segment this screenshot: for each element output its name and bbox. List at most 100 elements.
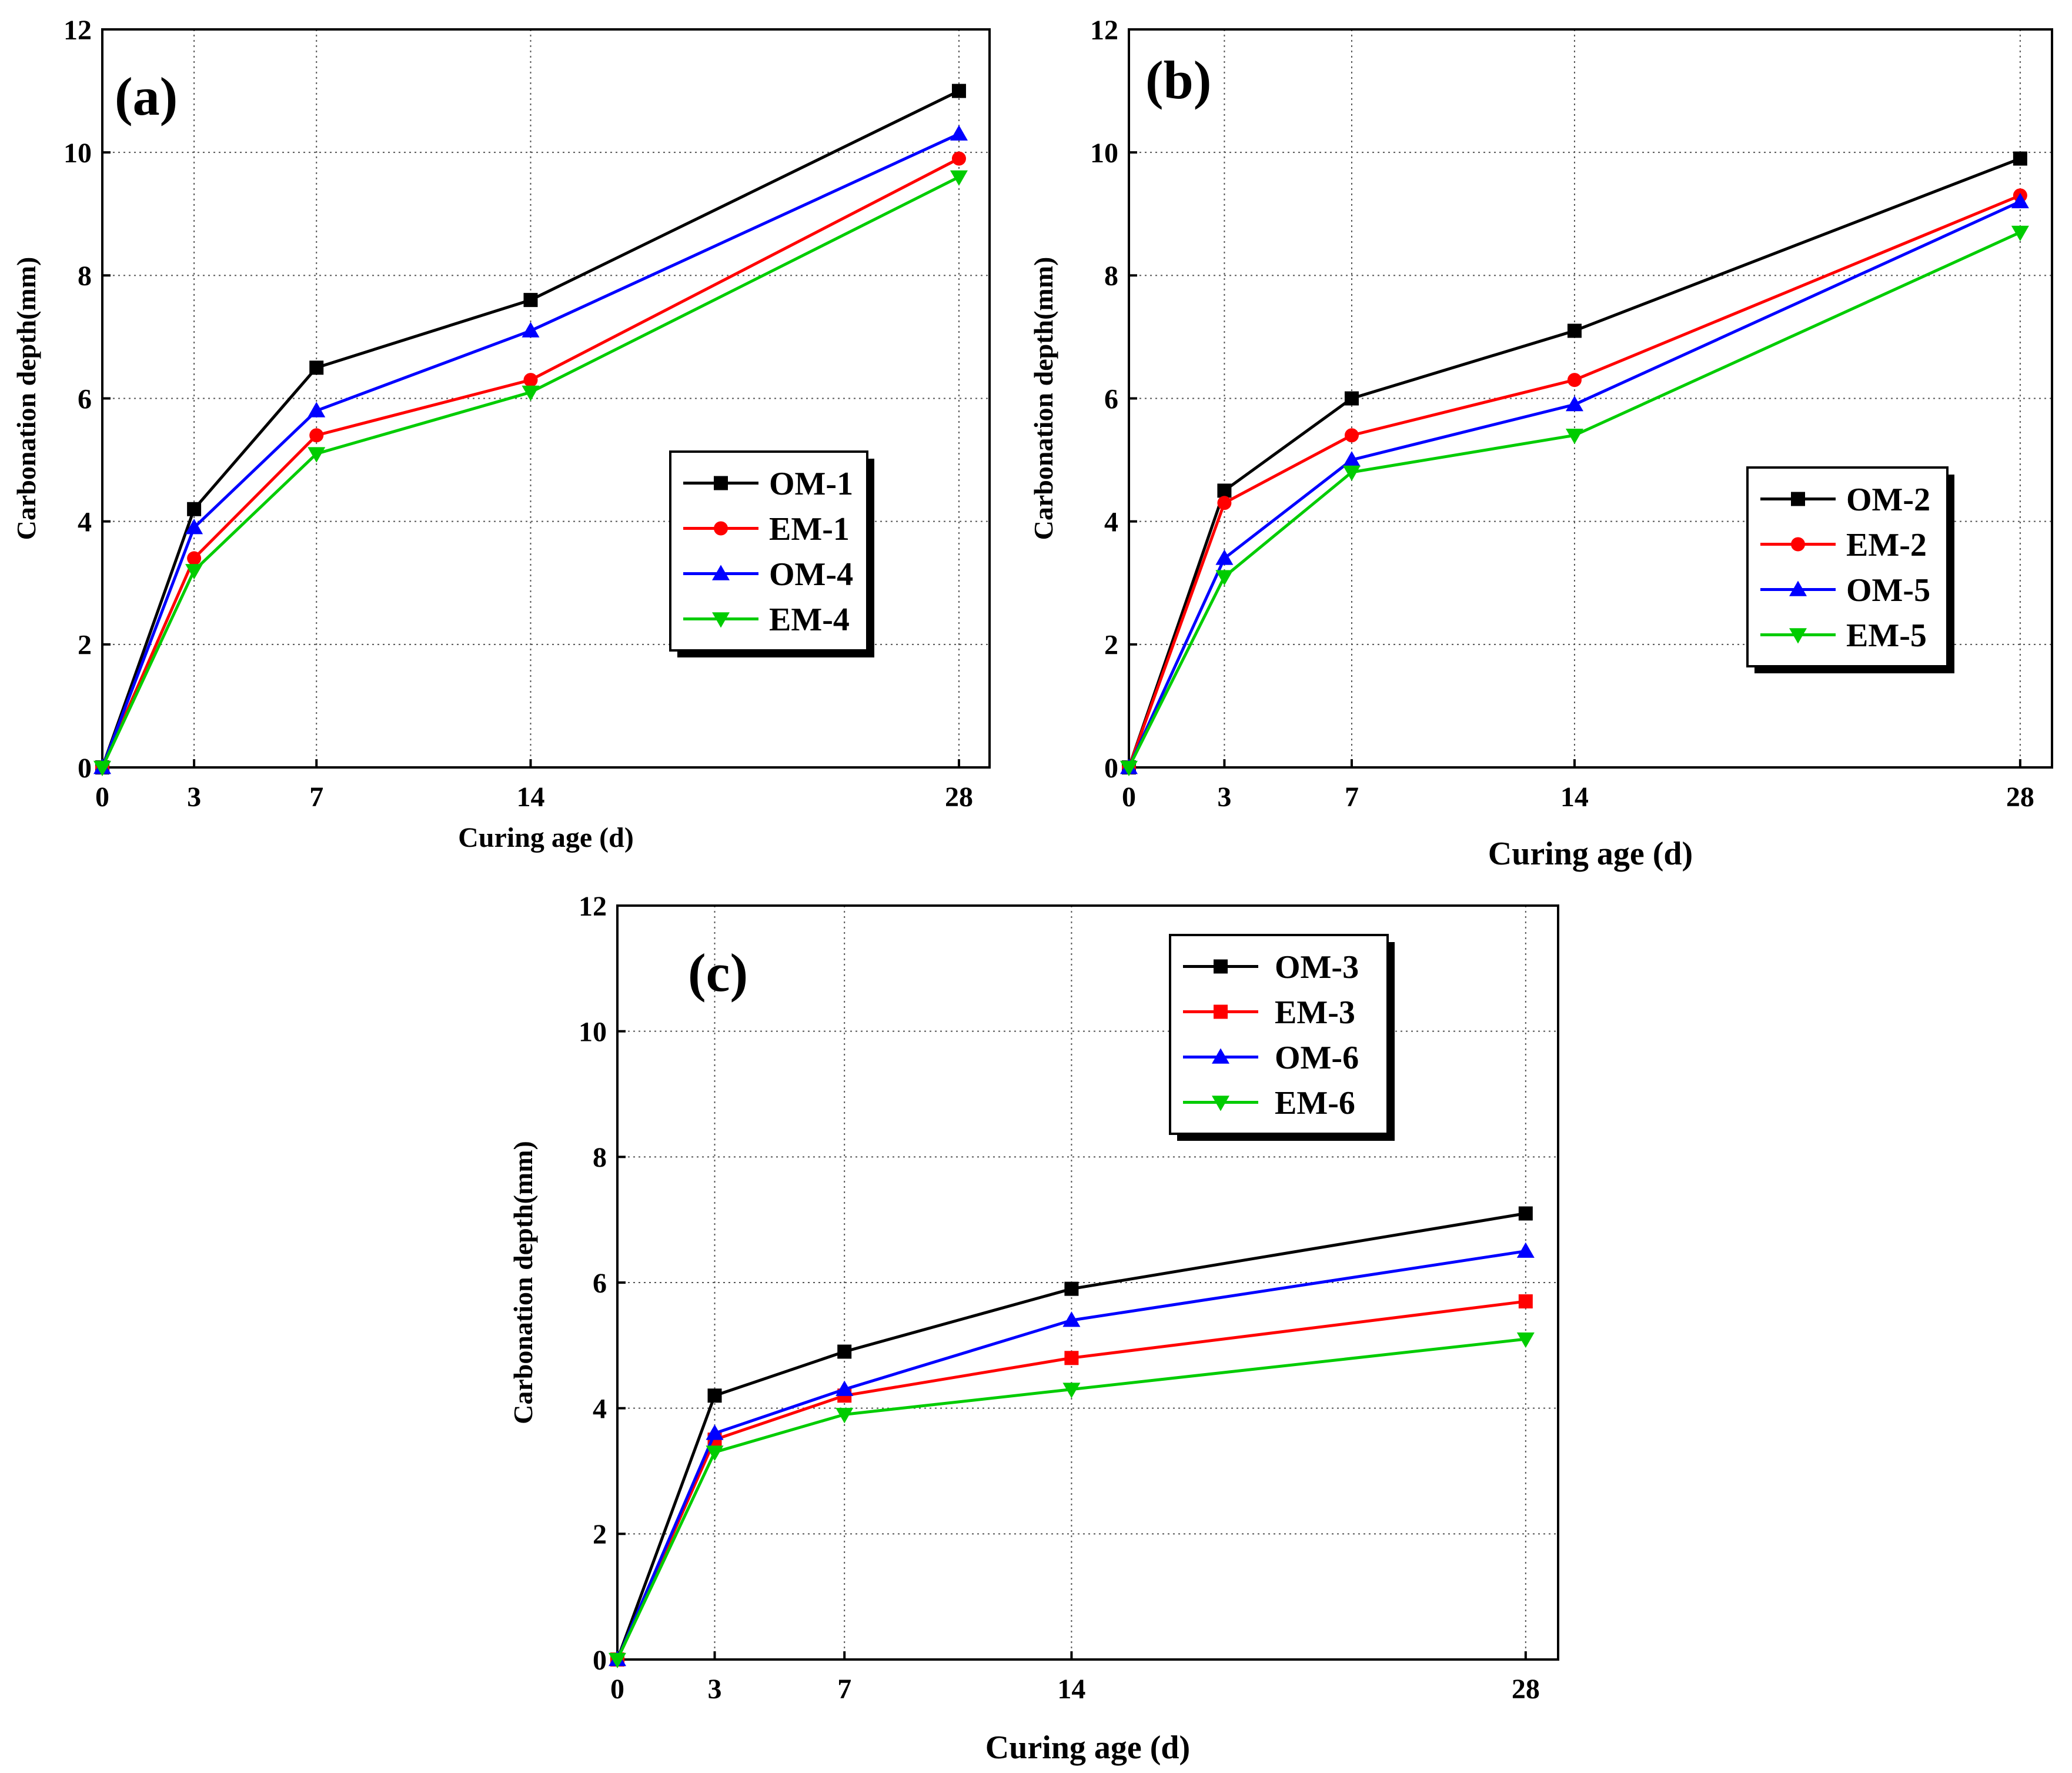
x-tick-label: 7 xyxy=(309,782,323,813)
x-tick-label: 14 xyxy=(1560,782,1589,813)
data-point-em-5 xyxy=(1342,465,1361,481)
y-axis-title: Carbonation depth(mm) xyxy=(508,1141,538,1424)
x-axis-title: Curing age (d) xyxy=(985,1729,1190,1766)
legend-label-em-2: EM-2 xyxy=(1846,527,1927,563)
y-tick-label: 4 xyxy=(1104,506,1118,537)
chart-panel-c: 0 2 4 6 8 10 12 0 3 7 14 28 Curing age (d) Carbonatio… xyxy=(508,891,1559,1766)
legend-label-om-6: OM-6 xyxy=(1275,1040,1359,1076)
y-tick-label: 4 xyxy=(78,506,92,537)
x-tick-label: 3 xyxy=(187,782,201,813)
data-point-em-1 xyxy=(951,151,966,166)
chart-panel-b: 0 2 4 6 8 10 12 0 3 7 14 28 Curing age (d) Carbonatio… xyxy=(1028,15,2053,872)
x-tick-label: 0 xyxy=(1122,782,1136,813)
y-axis-title: Carbonation depth(mm) xyxy=(11,257,41,540)
legend-marker-om-6 xyxy=(1212,1048,1229,1064)
data-point-om-2 xyxy=(1217,483,1232,498)
legend-marker-om-3 xyxy=(1214,959,1228,974)
legend-marker-em-4 xyxy=(712,612,730,628)
legend-label-om-1: OM-1 xyxy=(769,466,853,502)
legend-marker-em-2 xyxy=(1791,537,1805,552)
data-point-om-4 xyxy=(522,322,540,338)
data-point-om-6 xyxy=(706,1424,724,1440)
y-tick-label: 0 xyxy=(593,1645,607,1676)
data-point-em-6 xyxy=(836,1408,854,1424)
x-tick-label: 28 xyxy=(2006,782,2034,813)
legend-marker-em-3 xyxy=(1214,1004,1228,1019)
legend-label-om-3: OM-3 xyxy=(1275,949,1359,986)
data-point-em-4 xyxy=(308,447,326,463)
data-point-em-5 xyxy=(2011,225,2029,242)
y-tick-label: 6 xyxy=(593,1268,607,1299)
legend-marker-om-1 xyxy=(714,476,728,490)
data-point-om-4 xyxy=(950,125,968,141)
panel-label: (a) xyxy=(115,66,178,126)
data-point-om-3 xyxy=(1064,1281,1079,1296)
y-axis-title: Carbonation depth(mm) xyxy=(1028,257,1058,540)
x-tick-label: 0 xyxy=(95,782,109,813)
data-point-em-1 xyxy=(523,373,538,388)
x-tick-label: 7 xyxy=(837,1674,851,1705)
data-point-em-4 xyxy=(93,760,111,776)
legend-label-om-4: OM-4 xyxy=(769,556,853,593)
data-point-om-2 xyxy=(1344,391,1359,406)
y-tick-label: 8 xyxy=(593,1142,607,1173)
legend-marker-om-2 xyxy=(1791,492,1805,506)
y-tick-label: 8 xyxy=(78,261,92,292)
legend-label-em-6: EM-6 xyxy=(1275,1085,1355,1121)
data-point-em-3 xyxy=(1064,1351,1079,1365)
data-point-em-3 xyxy=(1518,1294,1533,1309)
data-point-om-1 xyxy=(187,502,202,516)
data-point-om-4 xyxy=(308,402,326,418)
legend-label-em-5: EM-5 xyxy=(1846,617,1927,654)
data-point-om-4 xyxy=(185,519,203,535)
data-point-om-2 xyxy=(2013,151,2027,166)
data-point-em-6 xyxy=(609,1652,626,1668)
data-point-em-2 xyxy=(1344,428,1359,443)
y-tick-label: 2 xyxy=(593,1519,607,1550)
data-point-em-2 xyxy=(1217,496,1232,510)
data-point-em-4 xyxy=(950,170,968,186)
y-tick-label: 2 xyxy=(1104,630,1118,661)
data-point-em-2 xyxy=(1567,373,1582,388)
legend-box xyxy=(669,450,868,652)
legend-box xyxy=(1746,466,1949,667)
data-point-em-5 xyxy=(1565,429,1583,445)
panel-label: (b) xyxy=(1145,50,1211,110)
data-point-om-1 xyxy=(523,293,538,308)
data-point-om-2 xyxy=(1567,323,1582,338)
legend-label-em-1: EM-1 xyxy=(769,511,850,547)
x-tick-label: 14 xyxy=(516,782,544,813)
data-point-om-6 xyxy=(1516,1242,1535,1258)
data-point-em-4 xyxy=(522,385,540,402)
chart-panel-a: 0 2 4 6 8 10 12 0 3 7 14 28 Curing age (d) Carbonatio… xyxy=(11,15,991,853)
data-point-om-1 xyxy=(951,84,966,98)
x-tick-label: 3 xyxy=(1217,782,1231,813)
y-tick-label: 6 xyxy=(1104,383,1118,415)
legend-box xyxy=(1169,934,1389,1135)
data-point-om-3 xyxy=(1518,1206,1533,1221)
data-point-om-3 xyxy=(837,1344,852,1359)
y-tick-label: 8 xyxy=(1104,261,1118,292)
data-point-em-1 xyxy=(187,551,202,566)
data-point-em-6 xyxy=(706,1445,724,1461)
legend-marker-om-4 xyxy=(712,565,730,580)
legend-marker-om-5 xyxy=(1789,580,1807,596)
y-tick-label: 12 xyxy=(1090,15,1118,46)
y-tick-label: 10 xyxy=(1090,138,1118,169)
data-point-om-6 xyxy=(836,1380,854,1396)
data-point-em-6 xyxy=(1062,1383,1081,1398)
y-tick-label: 12 xyxy=(64,15,92,46)
legend-label-om-2: OM-2 xyxy=(1846,482,1930,518)
x-axis-title: Curing age (d) xyxy=(1488,836,1693,872)
legend-marker-em-6 xyxy=(1212,1096,1229,1111)
data-point-om-5 xyxy=(1215,549,1234,565)
panel-label: (c) xyxy=(688,943,748,1003)
data-point-om-5 xyxy=(2011,192,2029,209)
x-tick-label: 7 xyxy=(1345,782,1359,813)
legend-label-em-4: EM-4 xyxy=(769,602,850,638)
data-point-em-6 xyxy=(1516,1332,1535,1348)
data-point-om-3 xyxy=(707,1388,722,1403)
data-point-om-1 xyxy=(309,360,324,375)
x-tick-label: 14 xyxy=(1057,1674,1085,1705)
